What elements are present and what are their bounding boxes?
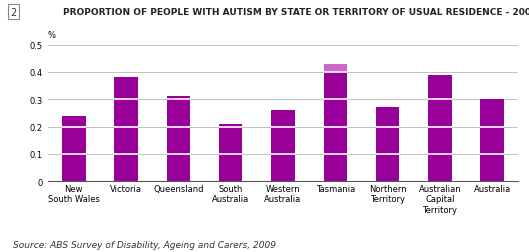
Text: PROPORTION OF PEOPLE WITH AUTISM BY STATE OR TERRITORY OF USUAL RESIDENCE - 2009: PROPORTION OF PEOPLE WITH AUTISM BY STAT… [63, 8, 529, 17]
Bar [324, 73, 347, 181]
Bar [480, 100, 504, 181]
Bar [167, 97, 190, 181]
Bar [271, 111, 295, 181]
Text: %: % [48, 31, 56, 40]
Bar [376, 108, 399, 181]
Bar [62, 116, 86, 181]
Bar [219, 124, 242, 181]
Bar [324, 65, 347, 73]
Text: 2: 2 [10, 8, 16, 18]
Text: Source: ABS Survey of Disability, Ageing and Carers, 2009: Source: ABS Survey of Disability, Ageing… [13, 240, 276, 249]
Bar [114, 78, 138, 181]
Bar [428, 75, 452, 181]
